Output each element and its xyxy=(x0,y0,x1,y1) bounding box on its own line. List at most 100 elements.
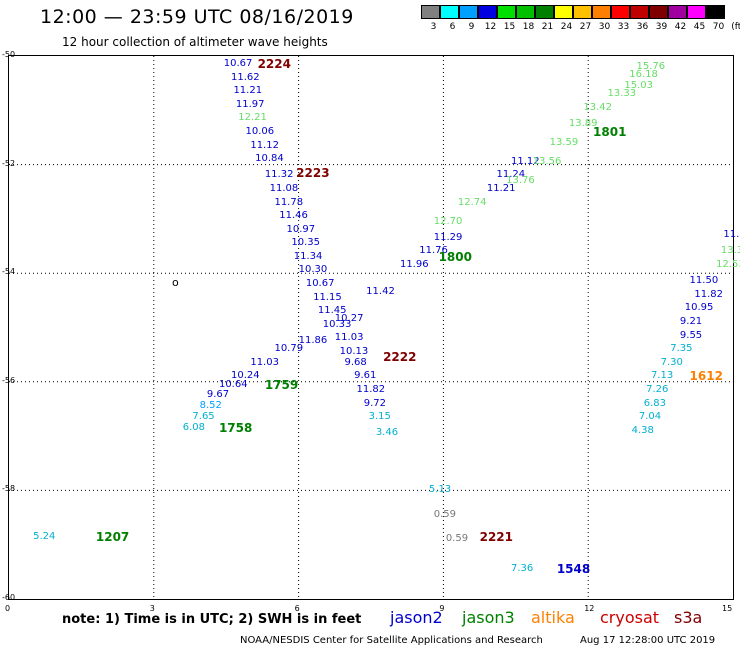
wave-height-value: 7.36 xyxy=(510,563,534,575)
wave-height-value: 0.59 xyxy=(445,533,469,545)
wave-height-value: 8.52 xyxy=(199,400,222,412)
island-marker: o xyxy=(172,276,179,289)
pass-time-label: 1758 xyxy=(218,420,253,435)
map-plot-area: 10.67 11.62 11.21 11.97 12.21 10.06 11.12 10.84… xyxy=(8,55,740,600)
legend-swatch-label: 39 xyxy=(655,22,668,32)
grid-lines xyxy=(9,56,733,599)
x-tick-label: 15 xyxy=(722,604,733,613)
y-tick-label: -52 xyxy=(2,158,16,168)
wave-height-value: 9.67 xyxy=(206,389,230,401)
pass-time-label: 1801 xyxy=(593,125,627,140)
wave-height-value: 12.70 xyxy=(433,215,463,227)
footer-timestamp: Aug 17 12:28:00 UTC 2019 xyxy=(580,635,716,646)
wave-height-value: 7.65 xyxy=(192,411,215,423)
wave-height-value: 13.33 xyxy=(607,88,637,99)
legend-swatch xyxy=(535,5,554,19)
wave-height-value: 11.03 xyxy=(250,356,279,368)
pass-time-label: 2224 xyxy=(257,57,291,72)
wave-height-value: 10.97 xyxy=(286,223,316,235)
satellite-legend-s3a: s3a xyxy=(674,608,703,627)
x-tick-label: 3 xyxy=(149,604,155,613)
wave-height-value: 11.78 xyxy=(274,196,304,208)
wave-height-value: 11.24 xyxy=(496,169,526,181)
wave-height-value: 0.59 xyxy=(433,508,456,520)
y-tick-label: -60 xyxy=(2,593,16,602)
wave-height-value: 9.55 xyxy=(679,329,703,341)
x-tick-label: 6 xyxy=(294,604,300,613)
wave-height-value: 9.61 xyxy=(354,370,377,382)
legend-swatch xyxy=(649,5,668,19)
legend-swatch xyxy=(611,5,630,19)
y-tick-label: -54 xyxy=(2,267,16,277)
wave-height-value: 11.50 xyxy=(689,275,719,287)
wave-height-value: 7.26 xyxy=(646,383,669,395)
wave-height-value: 13.76 xyxy=(506,174,535,186)
legend-swatch-label: 21 xyxy=(541,22,554,32)
wave-height-value: 7.13 xyxy=(650,370,674,382)
wave-height-value: 10.95 xyxy=(684,302,714,314)
footer-credit: NOAA/NESDIS Center for Satellite Applica… xyxy=(240,635,543,646)
legend-swatch xyxy=(592,5,611,19)
y-tick-label: -58 xyxy=(2,484,16,494)
wave-height-value: 15.03 xyxy=(624,79,654,91)
wave-height-value: 5.24 xyxy=(33,530,56,542)
pass-time-label: 1759 xyxy=(264,377,299,392)
legend-swatch-label: 36 xyxy=(636,22,649,32)
satellite-legend-jason2: jason2 xyxy=(390,608,443,627)
wave-height-value: 13.59 xyxy=(549,136,579,148)
legend-swatch-label: 18 xyxy=(522,22,535,32)
legend-swatch-label: 30 xyxy=(598,22,611,32)
wave-height-value: 11.12 xyxy=(510,155,540,167)
wave-height-value: 10.24 xyxy=(231,370,260,382)
pass-time-label: 1800 xyxy=(438,249,472,264)
wave-height-value: 11.62 xyxy=(231,71,260,83)
wave-height-value: 9.72 xyxy=(363,397,387,409)
legend-swatch xyxy=(459,5,478,19)
satellite-legend-altika: altika xyxy=(531,608,575,627)
wave-height-value: 11.76 xyxy=(419,245,448,257)
legend-swatch-label: 15 xyxy=(503,22,516,32)
wave-height-value: 6.08 xyxy=(182,421,206,433)
legend-swatch-label: 12 xyxy=(484,22,497,32)
wave-height-value: 10.67 xyxy=(223,58,253,70)
wave-height-value: 12.74 xyxy=(457,196,487,208)
wave-height-value: 11.5 xyxy=(723,229,740,241)
wave-height-value: 3.15 xyxy=(368,411,391,423)
wave-height-value: 9.21 xyxy=(679,316,703,328)
legend-swatch xyxy=(478,5,497,19)
wave-height-value: 13.56 xyxy=(532,155,562,167)
wave-height-value: 7.04 xyxy=(638,411,662,423)
y-tick-label: -50 xyxy=(2,50,16,59)
wave-height-value: 10.27 xyxy=(334,313,364,325)
wave-height-value: 11.12 xyxy=(250,139,279,151)
x-tick-label: 0 xyxy=(5,604,11,613)
legend-swatch xyxy=(668,5,687,19)
wave-height-value: 11.08 xyxy=(269,183,299,195)
legend-swatch xyxy=(421,5,440,19)
wave-height-value: 6.83 xyxy=(643,397,666,409)
legend-swatch-label: 70 xyxy=(712,22,725,32)
wave-height-value: 5.13 xyxy=(428,484,452,496)
wave-height-value: 10.64 xyxy=(218,378,248,390)
legend-swatch-label: 9 xyxy=(468,22,475,32)
wave-height-value: 11.82 xyxy=(356,383,386,395)
satellite-legend-jason3: jason3 xyxy=(462,608,515,627)
wave-height-value: 7.35 xyxy=(670,343,693,355)
legend-swatch xyxy=(573,5,592,19)
wave-height-value: 11.03 xyxy=(334,332,364,344)
pass-time-label: 1612 xyxy=(689,369,723,384)
wave-height-value: 10.33 xyxy=(322,318,352,330)
wave-height-value: 3.46 xyxy=(375,427,399,439)
wave-height-value: 10.13 xyxy=(339,345,369,357)
wave-height-value: 11.15 xyxy=(313,291,342,303)
wave-height-value: 11.97 xyxy=(235,98,265,110)
wave-height-value: 7.30 xyxy=(660,356,683,368)
y-tick-label: -56 xyxy=(2,375,16,385)
wave-height-value: 11.46 xyxy=(279,210,308,222)
wave-height-value: 11.86 xyxy=(298,335,328,347)
legend-swatch xyxy=(440,5,459,19)
wave-height-value: 11.29 xyxy=(433,231,463,243)
legend-swatch xyxy=(516,5,535,19)
wave-height-value: 15.76 xyxy=(636,60,666,72)
pass-time-label: 2222 xyxy=(383,350,417,365)
